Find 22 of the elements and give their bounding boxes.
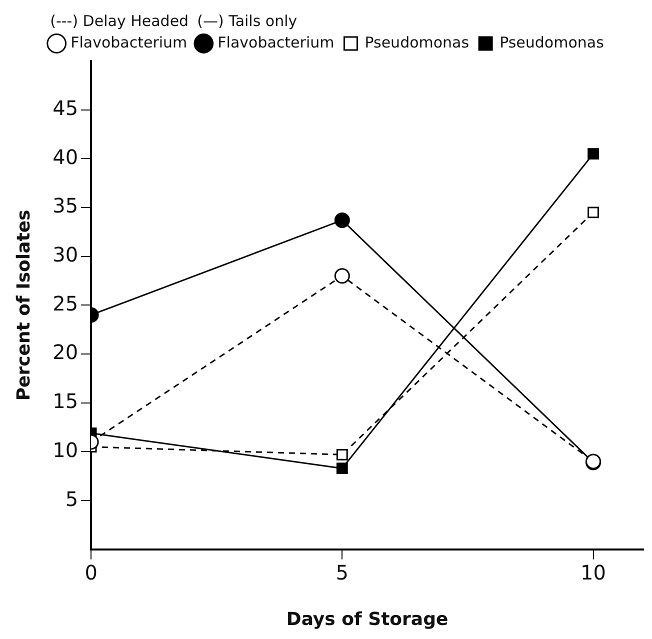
x-axis-title: Days of Storage (286, 608, 448, 630)
y-tick-label: 40 (52, 144, 78, 169)
text: (—) Tails only (197, 12, 298, 30)
point (588, 206, 599, 218)
x-tick-label: 5 (336, 560, 349, 585)
y-tick-label: 35 (52, 194, 78, 218)
y-tick-label: 30 (52, 242, 78, 267)
y-tick-label: 25 (52, 291, 78, 316)
legend-label: Flavobacterium (218, 33, 334, 52)
legend-label: Pseudomonas (500, 33, 604, 52)
legend-label: Pseudomonas (364, 33, 470, 52)
x-tick-label: 0 (84, 560, 98, 585)
y-axis-title: Percent of Isolates (13, 210, 34, 401)
y-tick-label: 15 (52, 389, 78, 414)
text: (---) Delay Headed (50, 12, 189, 30)
x-tick-label: 10 (580, 560, 606, 585)
y-tick-label: 5 (65, 486, 78, 511)
y-tick-label: 20 (52, 340, 78, 364)
y-tick-label: 10 (52, 438, 78, 462)
point (588, 148, 599, 160)
y-tick-label: 45 (52, 96, 78, 120)
legend-label: Flavobacterium (70, 33, 188, 52)
